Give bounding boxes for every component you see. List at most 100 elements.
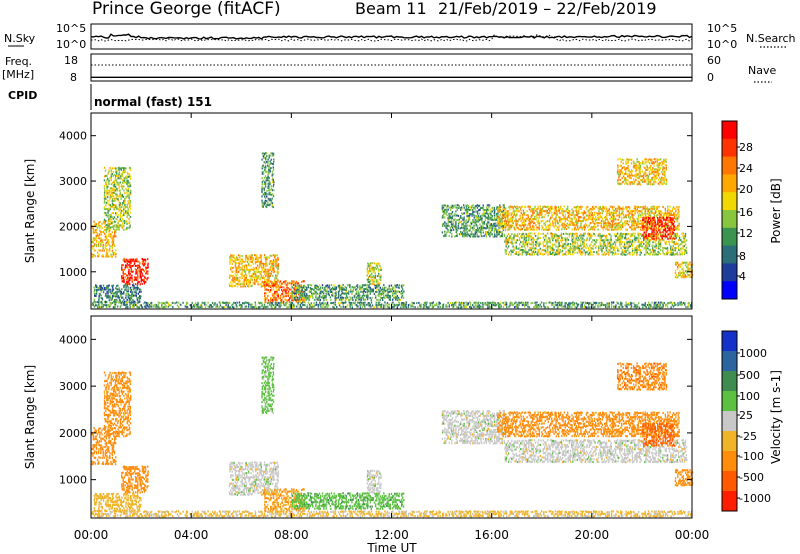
power-cell bbox=[179, 303, 181, 306]
power-cell bbox=[442, 224, 444, 227]
power-cell bbox=[536, 242, 538, 245]
power-cell bbox=[292, 290, 295, 293]
power-cell bbox=[420, 305, 422, 308]
power-cell bbox=[95, 289, 98, 291]
power-cell bbox=[482, 227, 484, 230]
power-cell bbox=[115, 197, 117, 200]
power-cell bbox=[122, 214, 124, 217]
power-cell bbox=[576, 303, 579, 306]
power-cell bbox=[371, 266, 373, 269]
power-cell bbox=[492, 235, 494, 238]
power-cell bbox=[111, 192, 114, 194]
power-cell bbox=[593, 211, 596, 214]
power-cell bbox=[594, 215, 597, 218]
power-cell bbox=[486, 218, 489, 221]
power-cell bbox=[618, 208, 621, 211]
power-cell bbox=[348, 301, 350, 304]
power-cell bbox=[129, 205, 132, 208]
power-cell bbox=[240, 306, 242, 309]
power-cell bbox=[481, 217, 483, 220]
power-cell bbox=[600, 224, 602, 227]
power-cell bbox=[272, 154, 275, 157]
power-cell bbox=[254, 258, 257, 261]
power-cell bbox=[233, 280, 235, 283]
power-cell bbox=[308, 298, 310, 301]
power-cell bbox=[366, 265, 369, 267]
power-cell bbox=[204, 301, 206, 304]
power-cell bbox=[272, 288, 275, 291]
power-cell bbox=[369, 303, 371, 306]
power-cell bbox=[264, 168, 267, 171]
power-cell bbox=[135, 304, 137, 306]
power-cell bbox=[107, 291, 109, 293]
power-cell bbox=[269, 272, 271, 275]
power-cell bbox=[113, 220, 116, 223]
power-cell bbox=[402, 301, 404, 304]
power-cell bbox=[285, 280, 287, 283]
power-cell bbox=[236, 285, 239, 288]
power-cell bbox=[477, 306, 479, 308]
power-cell bbox=[137, 264, 139, 267]
power-cell bbox=[670, 301, 672, 304]
power-cell bbox=[603, 226, 606, 229]
power-cell bbox=[126, 282, 128, 285]
power-cell bbox=[117, 215, 119, 218]
power-cell bbox=[472, 228, 474, 231]
power-cell bbox=[521, 234, 523, 237]
power-cell bbox=[117, 222, 119, 225]
power-cell bbox=[530, 221, 533, 224]
power-cell bbox=[515, 234, 518, 237]
power-cell bbox=[233, 260, 235, 263]
power-cell bbox=[593, 214, 596, 216]
power-cell bbox=[191, 306, 193, 309]
power-cell bbox=[115, 213, 117, 216]
power-cell bbox=[335, 292, 337, 295]
power-cell bbox=[226, 301, 228, 304]
power-cell bbox=[112, 241, 115, 244]
power-cell bbox=[267, 160, 269, 163]
power-cell bbox=[104, 301, 107, 304]
power-cell bbox=[480, 217, 482, 220]
power-cell bbox=[573, 303, 575, 306]
power-cell bbox=[371, 276, 373, 279]
power-cell bbox=[119, 177, 121, 180]
power-cell bbox=[512, 214, 515, 217]
power-cell bbox=[257, 306, 260, 309]
power-cell bbox=[470, 306, 473, 309]
power-cell bbox=[353, 286, 355, 289]
power-cell bbox=[479, 230, 481, 233]
power-cell bbox=[265, 305, 268, 308]
power-cell bbox=[234, 270, 236, 273]
power-cell bbox=[463, 212, 465, 215]
power-cell bbox=[591, 214, 594, 217]
power-cell bbox=[601, 217, 604, 220]
power-cell bbox=[143, 282, 146, 285]
power-cell bbox=[131, 270, 133, 273]
power-cell bbox=[98, 237, 100, 240]
power-cell bbox=[129, 211, 132, 214]
power-cell bbox=[127, 179, 129, 182]
power-cell bbox=[658, 222, 660, 225]
power-cell bbox=[532, 238, 534, 241]
power-cell bbox=[628, 212, 630, 215]
power-cell bbox=[461, 232, 463, 235]
power-cell bbox=[465, 206, 468, 209]
power-cell bbox=[577, 228, 580, 231]
power-cell bbox=[112, 170, 114, 173]
power-cell bbox=[653, 305, 655, 308]
power-cell bbox=[610, 211, 613, 214]
power-cell bbox=[473, 214, 475, 217]
power-cell bbox=[333, 306, 335, 309]
power-cell bbox=[271, 174, 273, 177]
power-cell bbox=[345, 290, 347, 293]
power-cell bbox=[482, 303, 484, 306]
power-cell bbox=[277, 271, 279, 274]
power-cell bbox=[122, 258, 125, 261]
power-cell bbox=[532, 212, 534, 215]
power-cell bbox=[354, 288, 357, 291]
power-cell bbox=[556, 213, 559, 216]
power-cell bbox=[194, 303, 197, 306]
power-cell bbox=[244, 272, 247, 275]
power-cell bbox=[263, 254, 266, 257]
power-cell bbox=[416, 302, 418, 305]
